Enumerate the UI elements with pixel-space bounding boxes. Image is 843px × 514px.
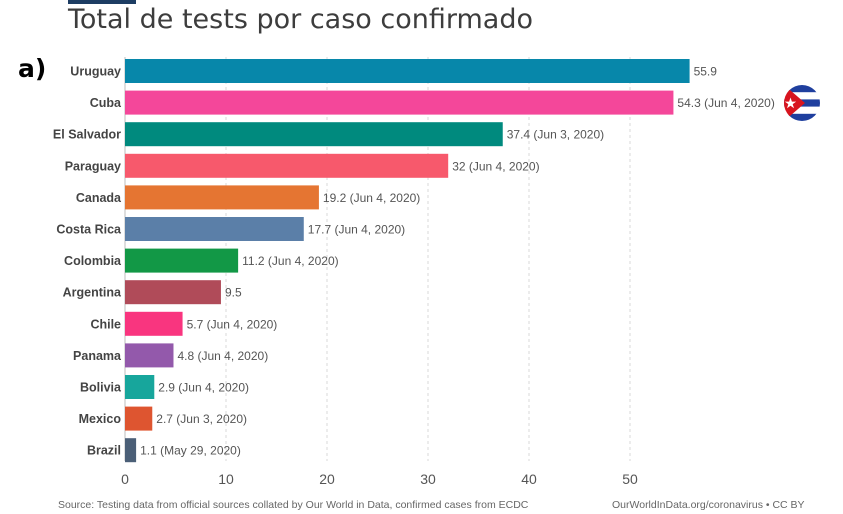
category-label: Panama: [73, 349, 122, 363]
category-label: Canada: [76, 191, 122, 205]
title-accent-rule: [68, 0, 136, 4]
category-label: Uruguay: [70, 65, 121, 79]
data-label: 32 (Jun 4, 2020): [452, 159, 539, 173]
bar-chile: [125, 311, 183, 336]
category-label: Paraguay: [65, 159, 121, 173]
category-label: Mexico: [79, 412, 122, 426]
data-label: 11.2 (Jun 4, 2020): [242, 254, 339, 268]
data-label: 4.8 (Jun 4, 2020): [177, 349, 268, 363]
bar-panama: [125, 343, 174, 368]
bar-bolivia: [125, 375, 155, 399]
x-tick-label: 50: [622, 471, 638, 487]
bar-cuba: [125, 90, 674, 115]
panel-label: a): [18, 54, 47, 83]
x-tick-label: 30: [420, 471, 436, 487]
data-label: 54.3 (Jun 4, 2020): [677, 96, 774, 110]
data-label: 55.9: [694, 65, 718, 79]
category-label: Chile: [90, 317, 121, 331]
bar-brazil: [125, 438, 137, 463]
bar-argentina: [125, 280, 221, 305]
data-label: 5.7 (Jun 4, 2020): [187, 317, 278, 331]
category-label: Brazil: [87, 444, 121, 458]
x-tick-label: 40: [521, 471, 537, 487]
category-label: Colombia: [64, 254, 122, 268]
chart-title: Total de tests por caso confirmado: [68, 4, 533, 35]
data-label: 19.2 (Jun 4, 2020): [323, 191, 420, 205]
data-label: 2.9 (Jun 4, 2020): [158, 381, 249, 395]
data-label: 37.4 (Jun 3, 2020): [507, 128, 604, 142]
data-label: 2.7 (Jun 3, 2020): [156, 412, 247, 426]
category-label: Costa Rica: [56, 223, 122, 237]
category-label: Argentina: [63, 286, 122, 300]
bar-paraguay: [125, 153, 449, 178]
category-label: El Salvador: [53, 128, 121, 142]
bar-canada: [125, 185, 319, 210]
source-note: Source: Testing data from official sourc…: [58, 499, 529, 511]
bar-uruguay: [125, 59, 690, 83]
x-tick-label: 10: [218, 471, 234, 487]
x-tick-label: 0: [121, 471, 129, 487]
cuba-flag-icon: [784, 85, 820, 121]
x-tick-label: 20: [319, 471, 335, 487]
bar-colombia: [125, 248, 239, 273]
data-label: 1.1 (May 29, 2020): [140, 444, 241, 458]
data-label: 9.5: [225, 286, 242, 300]
data-label: 17.7 (Jun 4, 2020): [308, 223, 405, 237]
bar-el-salvador: [125, 122, 503, 147]
credit-note: OurWorldInData.org/coronavirus • CC BY: [612, 499, 805, 511]
bar-costa-rica: [125, 217, 304, 241]
category-label: Cuba: [90, 96, 122, 110]
category-label: Bolivia: [80, 381, 122, 395]
bar-mexico: [125, 406, 153, 431]
